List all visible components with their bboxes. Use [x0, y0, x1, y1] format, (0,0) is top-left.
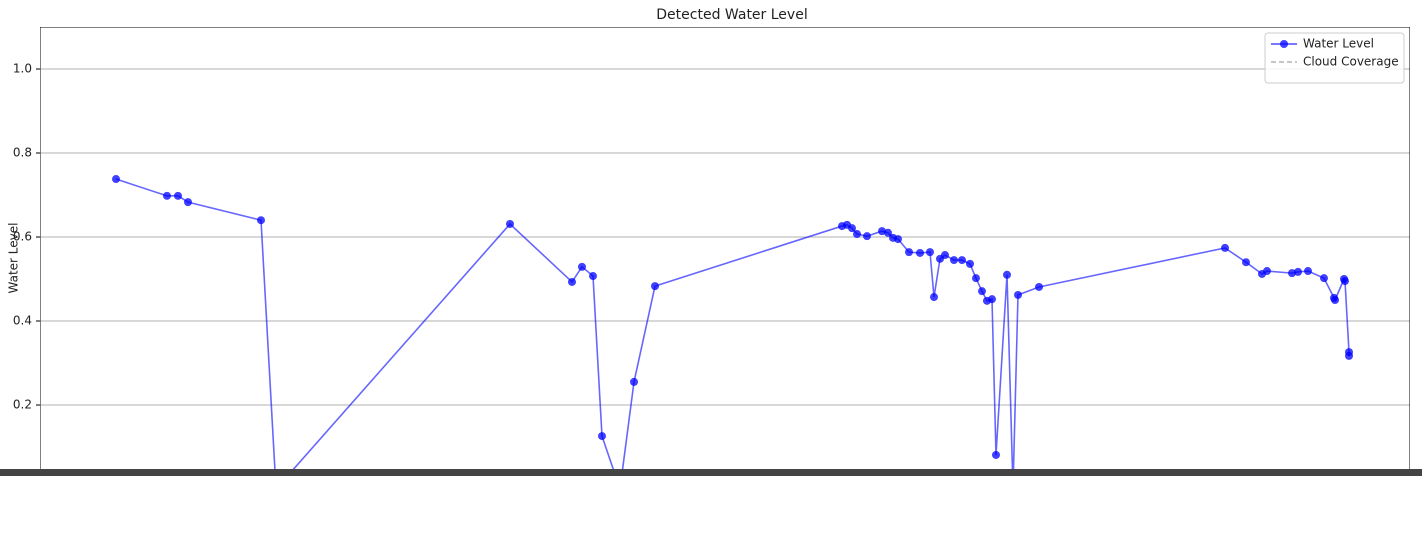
data-point	[992, 450, 1000, 459]
cutoff-bar	[0, 469, 1422, 476]
data-point	[894, 235, 902, 244]
data-point	[651, 282, 659, 291]
data-point	[163, 191, 171, 200]
chart-title: Detected Water Level	[656, 7, 807, 23]
y-tick-label: 1.0	[13, 62, 32, 76]
data-point	[1320, 274, 1328, 283]
data-point	[184, 198, 192, 207]
data-point	[1263, 267, 1271, 276]
y-tick-label: 0.8	[13, 146, 32, 160]
legend-box	[1264, 32, 1405, 84]
data-point	[878, 227, 886, 236]
data-point	[568, 277, 576, 286]
plot-area	[112, 175, 1353, 493]
grid: 0.2 0.4 0.6 0.8 1.0	[13, 62, 1410, 412]
data-point	[257, 216, 265, 225]
data-point	[1009, 485, 1017, 493]
series-line	[115, 178, 1350, 470]
data-point	[978, 287, 986, 296]
data-point	[853, 230, 861, 239]
data-point	[589, 272, 597, 281]
data-point	[972, 274, 980, 283]
data-point	[1331, 296, 1339, 304]
data-point	[1221, 243, 1229, 252]
data-point	[863, 232, 871, 241]
data-point	[930, 293, 938, 302]
data-point	[1014, 290, 1022, 299]
data-point	[112, 175, 120, 184]
data-point	[1288, 269, 1296, 278]
data-point	[884, 228, 892, 237]
data-point	[941, 251, 949, 260]
data-point	[1242, 258, 1250, 267]
data-point	[1345, 351, 1353, 360]
plot-frame	[40, 27, 1410, 470]
data-point	[988, 295, 996, 304]
y-tick-label: 0.6	[13, 230, 32, 244]
data-point	[578, 262, 586, 271]
data-point	[506, 219, 514, 228]
data-point	[905, 248, 913, 257]
y-tick-label: 0.4	[13, 314, 32, 328]
data-point	[966, 259, 974, 268]
data-point	[272, 485, 280, 493]
legend-label: Water Level	[1303, 37, 1374, 51]
data-point	[916, 248, 924, 257]
y-axis-label: Water Level	[7, 223, 21, 294]
legend-marker	[1280, 40, 1288, 48]
data-point	[958, 256, 966, 265]
data-point	[1003, 270, 1011, 279]
data-point	[1304, 267, 1312, 276]
data-point	[926, 248, 934, 257]
legend-label: Cloud Coverage	[1303, 55, 1399, 69]
data-point	[598, 432, 606, 441]
data-point	[1294, 267, 1302, 276]
data-point	[630, 377, 638, 386]
legend: Water Level Cloud Coverage	[1264, 32, 1405, 84]
data-point	[950, 256, 958, 265]
data-point	[1341, 277, 1349, 286]
data-point	[848, 224, 856, 233]
data-point	[616, 485, 624, 493]
y-tick-label: 0.2	[13, 398, 32, 412]
data-point	[174, 191, 182, 200]
data-point	[1035, 282, 1043, 291]
